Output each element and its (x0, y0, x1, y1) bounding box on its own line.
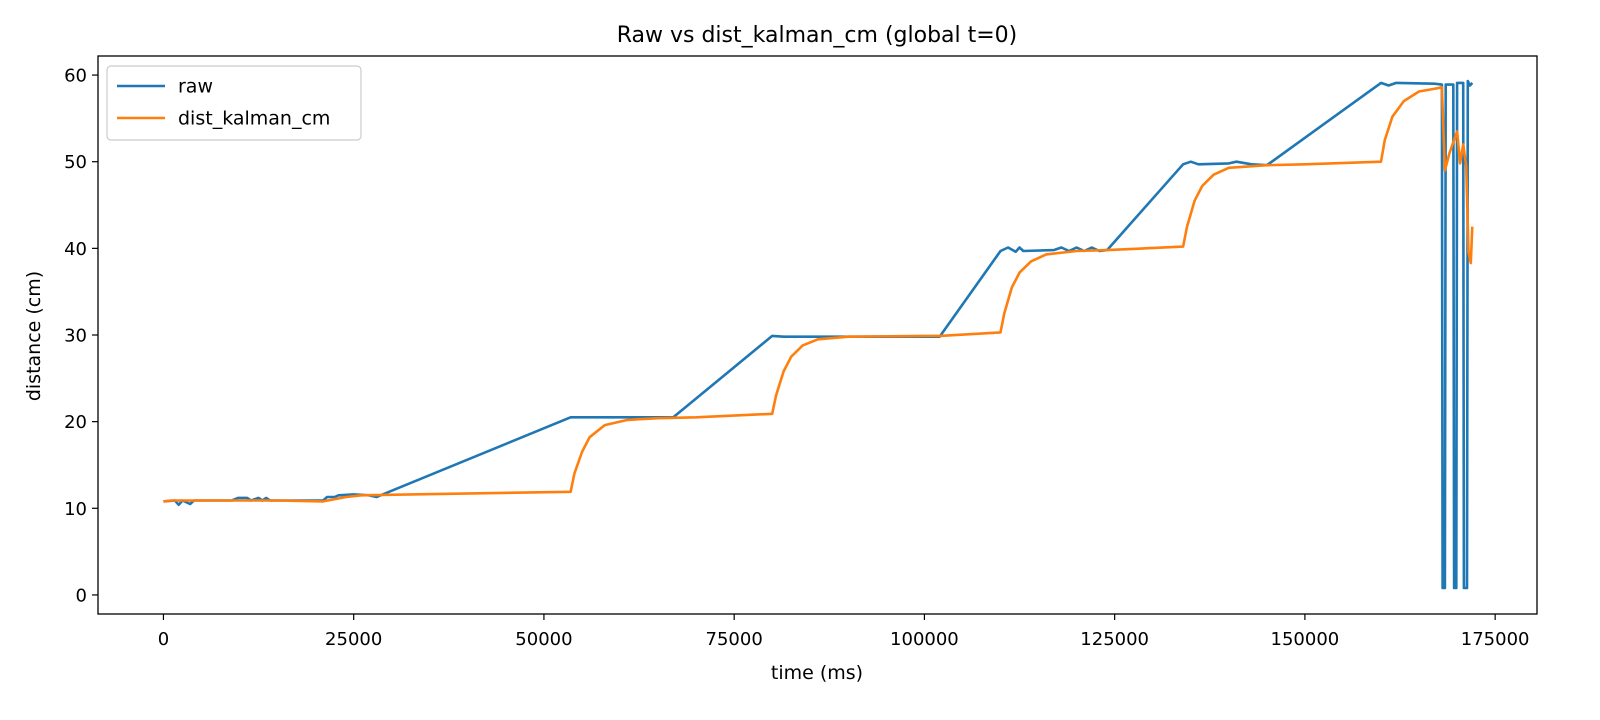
y-axis-label: distance (cm) (23, 271, 45, 401)
legend: raw dist_kalman_cm (106, 65, 362, 141)
y-tick-label: 20 (64, 412, 87, 433)
x-tick-label: 75000 (706, 629, 763, 650)
x-axis-label: time (ms) (771, 662, 863, 684)
y-tick-label: 0 (76, 585, 87, 606)
plot-background (98, 56, 1537, 614)
legend-label: raw (178, 76, 213, 98)
y-tick-label: 30 (64, 326, 87, 347)
x-tick-label: 50000 (515, 629, 572, 650)
y-tick-label: 10 (64, 499, 87, 520)
plot-area (98, 56, 1537, 614)
series-layer (163, 79, 1474, 590)
axes-layer: 0 25000 50000 75000 100000 125000 150000 175000… (64, 55, 1538, 650)
legend-label: dist_kalman_cm (178, 108, 330, 130)
y-tick-label: 40 (64, 239, 87, 260)
x-tick-label: 125000 (1080, 629, 1149, 650)
series-line-dist_kalman_cm (163, 85, 1474, 503)
y-tick-label: 50 (64, 152, 87, 173)
chart-title: Raw vs dist_kalman_cm (global t=0) (617, 23, 1018, 48)
legend-box (106, 65, 362, 141)
x-tick-label: 0 (158, 629, 169, 650)
x-tick-label: 175000 (1461, 629, 1530, 650)
x-tick-label: 25000 (325, 629, 382, 650)
x-tick-label: 150000 (1271, 629, 1340, 650)
y-tick-label: 60 (64, 66, 87, 87)
x-tick-label: 100000 (890, 629, 959, 650)
